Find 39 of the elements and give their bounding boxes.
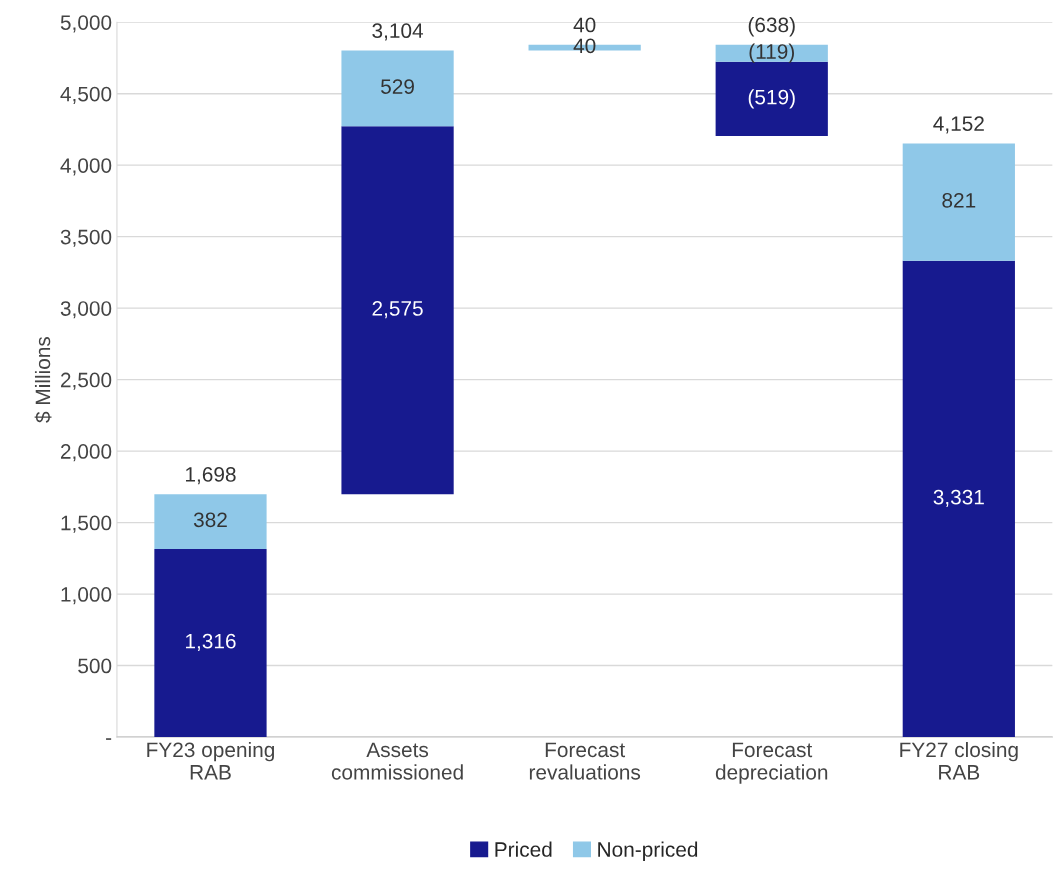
bar xyxy=(154,548,267,738)
total-label: 40 xyxy=(573,17,596,33)
data-label: (119) xyxy=(749,43,794,63)
bar xyxy=(341,50,454,127)
x-tick-label: FY23 opening RAB xyxy=(147,741,274,780)
total-label: 3,104 xyxy=(372,23,424,41)
y-tick-label: 2,500 xyxy=(60,372,112,390)
y-tick-label: 5,000 xyxy=(60,15,112,33)
bar xyxy=(902,143,1015,261)
bar xyxy=(902,260,1015,738)
data-label: 382 xyxy=(193,512,227,528)
bar xyxy=(154,494,267,549)
y-axis-title: $ Millions xyxy=(34,336,52,423)
data-label: 821 xyxy=(942,192,976,208)
bar xyxy=(341,126,454,495)
legend-label: Priced xyxy=(495,841,552,857)
y-tick-label: 3,000 xyxy=(60,301,112,319)
data-label: 529 xyxy=(381,79,414,94)
total-label: 4,152 xyxy=(933,116,984,134)
y-tick-label: 2,000 xyxy=(60,444,112,462)
y-tick-label: 3,500 xyxy=(60,229,112,247)
data-label: 2,575 xyxy=(372,301,423,319)
data-label: 3,331 xyxy=(933,489,984,507)
x-tick-label: FY27 closing RAB xyxy=(900,741,1018,780)
y-tick-label: 1,000 xyxy=(61,587,112,605)
y-tick-label: - xyxy=(106,738,112,740)
total-label: (638) xyxy=(748,17,795,37)
x-tick-label: Forecast revaluations xyxy=(529,742,641,780)
total-label: 1,698 xyxy=(186,467,236,485)
data-label: 1,316 xyxy=(186,633,236,652)
bar xyxy=(715,61,828,136)
legend-label: Non-priced xyxy=(598,841,698,861)
y-tick-label: 4,500 xyxy=(60,86,112,104)
y-tick-label: 4,000 xyxy=(60,158,112,176)
data-label: (519) xyxy=(748,89,795,109)
x-tick-label: Forecast depreciation xyxy=(715,742,828,784)
y-tick-label: 1,500 xyxy=(61,515,112,533)
y-tick-label: 500 xyxy=(78,658,112,674)
x-tick-label: Assets commissioned xyxy=(331,742,463,780)
